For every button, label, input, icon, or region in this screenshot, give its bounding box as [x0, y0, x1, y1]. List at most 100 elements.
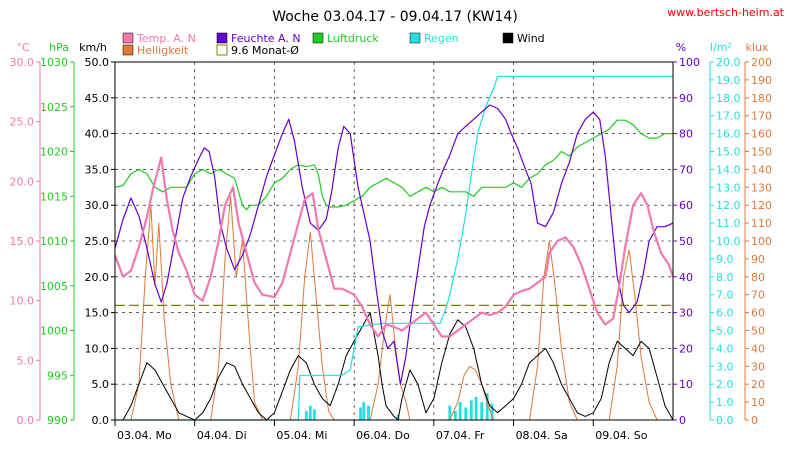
rain-tick-label: 5.0 — [716, 325, 734, 338]
brightness-tick-label: 60 — [751, 307, 765, 320]
rain-bar — [485, 393, 489, 420]
series-humidity-line — [114, 104, 674, 385]
brightness-tick-label: 0 — [751, 414, 758, 427]
brightness-tick-label: 90 — [751, 253, 765, 266]
x-tick-label: 06.04. Do — [356, 429, 410, 442]
rain-bar — [490, 403, 494, 420]
legend-swatch-average — [216, 44, 228, 56]
humidity-tick-label: 90 — [679, 92, 693, 105]
wind-tick-label: 35.0 — [85, 163, 110, 176]
legend-swatch-wind — [502, 32, 514, 44]
rain-tick-label: 18.0 — [716, 92, 741, 105]
rain-bar — [453, 411, 457, 420]
humidity-tick-label: 70 — [679, 163, 693, 176]
wind-tick-label: 5.0 — [92, 378, 110, 391]
pressure-tick-label: 990 — [47, 414, 68, 427]
axes: 03.04. Mo 04.04. Di 05.04. Mi 06.04. Do 07.0… — [10, 56, 773, 442]
rain-tick-label: 16.0 — [716, 128, 741, 141]
brightness-tick-label: 160 — [751, 128, 772, 141]
legend-label-temp: Temp. A. N — [136, 32, 196, 45]
rain-tick-label: 8.0 — [716, 271, 734, 284]
brightness-tick-label: 70 — [751, 289, 765, 302]
brightness-tick-label: 50 — [751, 325, 765, 338]
legend-label-brightness: Helligkeit — [137, 44, 189, 57]
rain-bar — [312, 409, 316, 420]
brightness-tick-label: 110 — [751, 217, 772, 230]
series-lines — [113, 75, 675, 421]
unit-humidity: % — [676, 41, 686, 54]
rain-tick-label: 6.0 — [716, 307, 734, 320]
humidity-tick-label: 10 — [679, 378, 693, 391]
wind-tick-label: 15.0 — [85, 307, 110, 320]
humidity-tick-label: 0 — [679, 414, 686, 427]
humidity-tick-label: 60 — [679, 199, 693, 212]
brightness-tick-label: 80 — [751, 271, 765, 284]
rain-bar — [448, 405, 452, 420]
rain-tick-label: 1.0 — [716, 396, 734, 409]
rain-tick-label: 10.0 — [716, 235, 741, 248]
brightness-tick-label: 200 — [751, 56, 772, 69]
rain-bar — [362, 402, 366, 420]
x-tick-label: 03.04. Mo — [117, 429, 172, 442]
legend: Temp. A. N Helligkeit Feuchte A. N 9.6 M… — [122, 32, 545, 57]
x-tick-label: 04.04. Di — [197, 429, 247, 442]
rain-tick-label: 20.0 — [716, 56, 741, 69]
unit-rain: l/m² — [710, 41, 732, 54]
series-rain-line — [115, 75, 673, 421]
rain-bar — [308, 405, 312, 420]
brightness-tick-label: 20 — [751, 378, 765, 391]
grid — [115, 62, 673, 420]
temp-tick-label: 10.0 — [10, 295, 35, 308]
rain-tick-label: 0.0 — [716, 414, 734, 427]
rain-bar — [367, 405, 370, 420]
wind-tick-label: 20.0 — [85, 271, 110, 284]
wind-tick-label: 50.0 — [85, 56, 110, 69]
temp-tick-label: 30.0 — [10, 56, 35, 69]
x-tick-label: 07.04. Fr — [436, 429, 485, 442]
legend-swatch-temp — [122, 32, 134, 44]
temp-tick-label: 25.0 — [10, 116, 35, 129]
temp-tick-label: 5.0 — [17, 354, 35, 367]
legend-swatch-brightness — [122, 44, 134, 56]
legend-label-average: 9.6 Monat-Ø — [231, 44, 299, 57]
rain-bar — [458, 402, 462, 420]
rain-tick-label: 12.0 — [716, 199, 741, 212]
wind-tick-label: 10.0 — [85, 342, 110, 355]
pressure-tick-label: 1015 — [40, 190, 68, 203]
temp-tick-label: 15.0 — [10, 235, 35, 248]
humidity-tick-label: 100 — [679, 56, 700, 69]
x-tick-label: 05.04. Mi — [276, 429, 327, 442]
rain-tick-label: 15.0 — [716, 146, 741, 159]
pressure-tick-label: 1000 — [40, 325, 68, 338]
rain-bar — [474, 396, 478, 420]
brightness-tick-label: 170 — [751, 110, 772, 123]
rain-tick-label: 11.0 — [716, 217, 741, 230]
unit-temp: °C — [16, 41, 30, 54]
wind-tick-label: 0.0 — [92, 414, 110, 427]
x-tick-label: 09.04. So — [595, 429, 647, 442]
pressure-tick-label: 995 — [47, 369, 68, 382]
humidity-tick-label: 30 — [679, 307, 693, 320]
rain-bars — [304, 393, 494, 420]
temp-tick-label: 20.0 — [10, 175, 35, 188]
legend-swatch-pressure — [312, 32, 324, 44]
brightness-tick-label: 30 — [751, 360, 765, 373]
brightness-tick-label: 10 — [751, 396, 765, 409]
brightness-tick-label: 190 — [751, 74, 772, 87]
unit-pressure: hPa — [49, 41, 69, 54]
rain-tick-label: 2.0 — [716, 378, 734, 391]
humidity-tick-label: 40 — [679, 271, 693, 284]
legend-label-wind: Wind — [517, 32, 545, 45]
pressure-tick-label: 1030 — [40, 56, 68, 69]
source-link[interactable]: www.bertsch-heim.at — [667, 6, 785, 19]
rain-tick-label: 13.0 — [716, 181, 741, 194]
humidity-tick-label: 20 — [679, 342, 693, 355]
rain-tick-label: 17.0 — [716, 110, 741, 123]
unit-wind: km/h — [79, 41, 107, 54]
brightness-tick-label: 40 — [751, 342, 765, 355]
rain-tick-label: 3.0 — [716, 360, 734, 373]
rain-bar — [464, 407, 468, 420]
chart-title: Woche 03.04.17 - 09.04.17 (KW14) — [272, 9, 518, 25]
rain-tick-label: 4.0 — [716, 342, 734, 355]
